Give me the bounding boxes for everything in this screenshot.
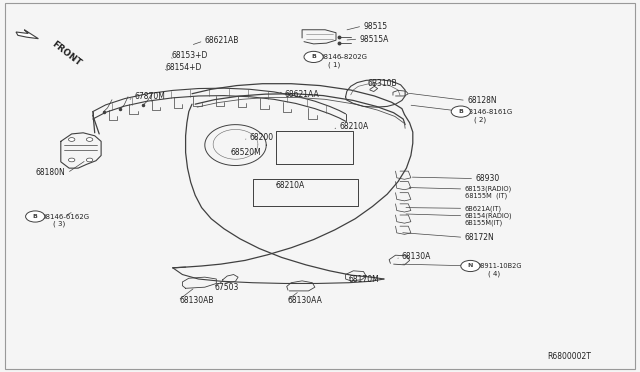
Text: 98515A: 98515A (360, 35, 389, 44)
Text: N: N (468, 263, 473, 269)
Text: ( 1): ( 1) (328, 62, 340, 68)
Polygon shape (16, 30, 38, 39)
Text: 6B310B: 6B310B (368, 79, 397, 88)
Text: R6800002T: R6800002T (547, 352, 591, 361)
Circle shape (461, 260, 480, 272)
Text: 08146-8202G: 08146-8202G (320, 54, 368, 60)
Text: ( 3): ( 3) (53, 221, 65, 227)
Circle shape (304, 51, 323, 62)
Text: 68130A: 68130A (402, 252, 431, 261)
Text: 68210A: 68210A (275, 182, 305, 190)
Text: FRONT: FRONT (50, 40, 83, 68)
Text: B: B (33, 214, 38, 219)
Text: 68130AB: 68130AB (179, 296, 214, 305)
Text: 68155M  (IT): 68155M (IT) (465, 193, 507, 199)
Text: 68621AB: 68621AB (205, 36, 239, 45)
Text: 08146-6162G: 08146-6162G (42, 214, 90, 219)
Text: 68930: 68930 (476, 174, 500, 183)
Text: B: B (458, 109, 463, 114)
Text: 08146-8161G: 08146-8161G (465, 109, 513, 115)
Circle shape (451, 106, 470, 117)
Text: 68154+D: 68154+D (165, 63, 202, 72)
Circle shape (86, 138, 93, 141)
Circle shape (26, 211, 45, 222)
Circle shape (86, 158, 93, 162)
Text: 68180N: 68180N (35, 169, 65, 177)
Text: 6B154(RADIO): 6B154(RADIO) (465, 212, 512, 219)
Text: B: B (311, 54, 316, 60)
Text: 68621AA: 68621AA (285, 90, 319, 99)
Text: 68170M: 68170M (349, 275, 380, 284)
Text: 68172N: 68172N (465, 233, 494, 242)
Text: 68210A: 68210A (339, 122, 369, 131)
Text: 08911-10B2G: 08911-10B2G (477, 263, 522, 269)
Text: 68520M: 68520M (230, 148, 261, 157)
Text: ( 2): ( 2) (474, 116, 486, 123)
Circle shape (68, 158, 75, 162)
Text: 68153(RADIO): 68153(RADIO) (465, 186, 512, 192)
Text: 68130AA: 68130AA (288, 296, 323, 305)
Text: 68153+D: 68153+D (172, 51, 208, 60)
Text: 67870M: 67870M (134, 92, 165, 101)
Text: 68200: 68200 (250, 133, 274, 142)
Text: 6B155M(IT): 6B155M(IT) (465, 220, 503, 227)
Text: ( 4): ( 4) (488, 271, 500, 278)
Text: 6B621A(IT): 6B621A(IT) (465, 205, 502, 212)
Circle shape (68, 138, 75, 141)
Text: 98515: 98515 (364, 22, 388, 31)
Text: 68128N: 68128N (467, 96, 497, 105)
Text: 67503: 67503 (214, 283, 239, 292)
